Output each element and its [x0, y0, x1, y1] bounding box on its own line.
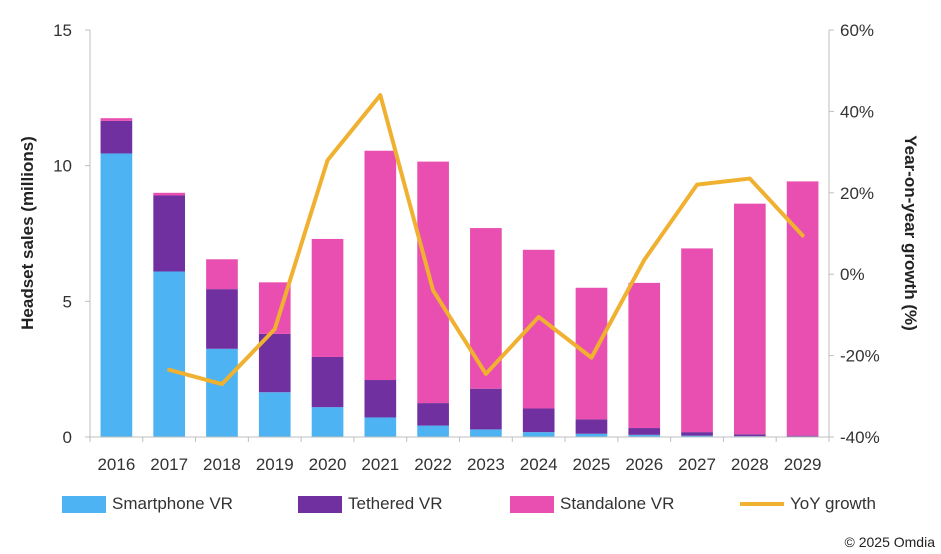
yoy-growth-point-2026 — [642, 258, 646, 262]
yoy-growth-point-2018 — [220, 382, 224, 386]
legend-label-tethered-vr: Tethered VR — [348, 494, 443, 513]
y-tick-label-15: 15 — [53, 21, 72, 40]
y2-tick-label-0: 0% — [840, 265, 865, 284]
bar-standalone-vr-2017 — [153, 192, 186, 196]
yoy-growth-point-2019 — [273, 327, 277, 331]
legend-swatch-standalone-vr — [510, 495, 554, 513]
bar-smartphone-vr-2024 — [522, 432, 555, 437]
legend-item-smartphone-vr: Smartphone VR — [62, 491, 233, 517]
bar-tethered-vr-2017 — [153, 195, 186, 272]
x-tick-label-2018: 2018 — [203, 455, 241, 474]
legend-swatch-yoy-growth — [740, 502, 784, 506]
x-tick-label-2020: 2020 — [309, 455, 347, 474]
y2-tick-label-20: -20% — [840, 347, 880, 366]
y2-tick-label-40: 40% — [840, 102, 874, 121]
yoy-growth-point-2017 — [167, 368, 171, 372]
yoy-growth-point-2025 — [589, 356, 593, 360]
bar-tethered-vr-2029 — [786, 435, 819, 437]
bar-tethered-vr-2025 — [575, 419, 608, 434]
bar-smartphone-vr-2025 — [575, 433, 608, 437]
axes-layer — [89, 30, 830, 438]
bars-layer — [100, 118, 819, 437]
x-tick-label-2019: 2019 — [256, 455, 294, 474]
x-tick-label-2022: 2022 — [414, 455, 452, 474]
legend-label-standalone-vr: Standalone VR — [560, 494, 675, 513]
bar-standalone-vr-2026 — [628, 282, 661, 429]
yoy-growth-point-2022 — [431, 288, 435, 292]
bar-tethered-vr-2020 — [311, 356, 344, 408]
y2-tick-label-60: 60% — [840, 21, 874, 40]
bar-standalone-vr-2029 — [786, 181, 819, 436]
y-axis-title: Headset sales (millions) — [18, 136, 37, 330]
bar-standalone-vr-2018 — [206, 259, 238, 290]
bar-tethered-vr-2018 — [206, 289, 238, 349]
legend-swatch-smartphone-vr — [62, 495, 106, 513]
yoy-growth-point-2029 — [801, 234, 805, 238]
bar-smartphone-vr-2026 — [628, 434, 661, 437]
bar-smartphone-vr-2019 — [258, 392, 291, 437]
bar-tethered-vr-2022 — [417, 403, 449, 426]
legend-item-standalone-vr: Standalone VR — [510, 491, 674, 517]
bar-smartphone-vr-2023 — [470, 429, 502, 437]
legend-item-tethered-vr: Tethered VR — [298, 491, 443, 517]
bar-tethered-vr-2024 — [522, 408, 555, 433]
chart: 0 5 10 15 -40% -20% 0% 20% 40% 60% 2016 2017 2018 201… — [18, 21, 920, 474]
yoy-growth-point-2028 — [748, 177, 752, 181]
legend: Smartphone VR Tethered VR Standalone VR … — [0, 491, 941, 517]
x-tick-label-2023: 2023 — [467, 455, 505, 474]
bar-standalone-vr-2027 — [681, 248, 713, 433]
y-tick-label-0: 0 — [63, 428, 72, 447]
legend-swatch-tethered-vr — [298, 495, 342, 513]
bar-standalone-vr-2020 — [311, 238, 344, 357]
bar-tethered-vr-2027 — [681, 432, 713, 436]
yoy-growth-point-2020 — [326, 158, 330, 162]
x-tick-label-2027: 2027 — [678, 455, 716, 474]
x-tick-label-2029: 2029 — [784, 455, 822, 474]
y-tick-label-5: 5 — [63, 292, 72, 311]
ticks-layer: 0 5 10 15 -40% -20% 0% 20% 40% 60% 2016 2017 2018 201… — [53, 21, 880, 474]
yoy-growth-point-2027 — [695, 183, 699, 187]
bar-tethered-vr-2019 — [258, 333, 291, 393]
bar-smartphone-vr-2020 — [311, 407, 344, 437]
yoy-growth-point-2021 — [378, 93, 382, 97]
legend-label-smartphone-vr: Smartphone VR — [112, 494, 233, 513]
x-tick-label-2017: 2017 — [150, 455, 188, 474]
x-tick-label-2016: 2016 — [97, 455, 135, 474]
x-tick-label-2028: 2028 — [731, 455, 769, 474]
bar-smartphone-vr-2018 — [206, 348, 238, 437]
x-tick-label-2025: 2025 — [573, 455, 611, 474]
bar-smartphone-vr-2017 — [153, 271, 186, 437]
x-tick-label-2024: 2024 — [520, 455, 558, 474]
bar-standalone-vr-2016 — [100, 118, 133, 121]
bar-smartphone-vr-2027 — [681, 435, 713, 437]
yoy-growth-point-2023 — [484, 372, 488, 376]
bar-smartphone-vr-2021 — [364, 417, 397, 437]
bar-tethered-vr-2028 — [733, 434, 766, 437]
y2-axis-title: Year-on-year growth (%) — [901, 135, 920, 331]
bar-tethered-vr-2026 — [628, 428, 661, 435]
y2-tick-label-20: 20% — [840, 184, 874, 203]
copyright-credit: © 2025 Omdia — [844, 534, 935, 550]
bar-tethered-vr-2023 — [470, 388, 502, 430]
line-layer — [167, 93, 805, 387]
legend-label-yoy-growth: YoY growth — [790, 494, 877, 513]
y2-tick-label-40: -40% — [840, 428, 880, 447]
bar-standalone-vr-2021 — [364, 150, 397, 381]
x-tick-label-2021: 2021 — [361, 455, 399, 474]
legend-item-yoy-growth: YoY growth — [740, 491, 876, 517]
bar-smartphone-vr-2022 — [417, 425, 449, 437]
bar-tethered-vr-2016 — [100, 120, 133, 154]
bar-tethered-vr-2021 — [364, 380, 397, 418]
yoy-growth-point-2024 — [537, 315, 541, 319]
bar-standalone-vr-2028 — [733, 203, 766, 435]
bar-smartphone-vr-2016 — [100, 153, 133, 437]
y-tick-label-10: 10 — [53, 157, 72, 176]
bar-standalone-vr-2022 — [417, 161, 449, 404]
x-tick-label-2026: 2026 — [625, 455, 663, 474]
